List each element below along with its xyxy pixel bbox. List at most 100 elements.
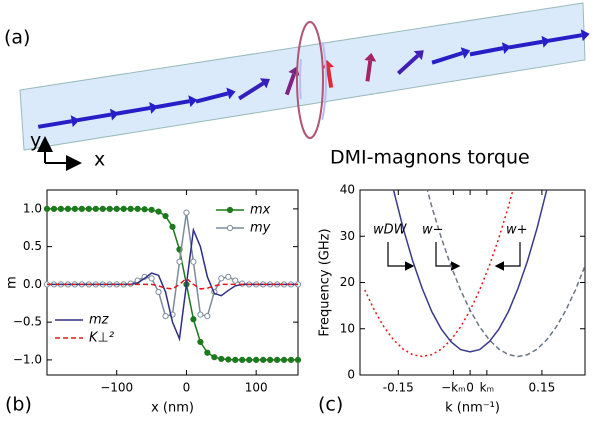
data-point <box>211 354 218 361</box>
data-point <box>197 338 204 346</box>
spin-head <box>364 52 377 62</box>
spin-shaft <box>116 105 151 116</box>
film-strip <box>19 2 586 151</box>
data-point <box>183 209 190 216</box>
curve-label: wDW <box>373 223 408 238</box>
torque-ring-front <box>299 23 327 137</box>
data-point <box>253 356 260 363</box>
spin-head <box>460 47 471 59</box>
data-point <box>294 356 302 363</box>
spin-shaft <box>284 73 296 96</box>
x-tick-label: −kₘ <box>441 381 465 395</box>
spin-shaft <box>238 81 265 101</box>
legend-label: K⊥² <box>89 331 114 346</box>
data-point <box>232 277 239 284</box>
data-point <box>106 205 113 212</box>
x-axis-label: k (nm⁻¹) <box>445 401 500 416</box>
y-tick-label: 0.0 <box>23 277 42 291</box>
spin-shaft <box>195 91 229 104</box>
data-point <box>162 313 169 320</box>
panel-label: (a) <box>4 27 30 49</box>
y-tick-label: 0.5 <box>23 239 42 253</box>
legend-label: mx <box>250 203 271 218</box>
data-point <box>148 206 155 213</box>
spin-head <box>580 29 590 42</box>
data-point <box>190 258 197 265</box>
y-tick-label: −1.0 <box>13 352 42 366</box>
data-point <box>71 205 78 212</box>
data-point <box>169 223 176 230</box>
data-point <box>134 205 141 212</box>
data-point <box>232 356 239 363</box>
plot-frame <box>46 189 299 376</box>
curve-label: w− <box>422 223 444 238</box>
curve-label: w+ <box>506 223 528 238</box>
data-point <box>92 205 99 212</box>
y-axis-label: m <box>5 276 20 289</box>
data-point <box>64 205 72 212</box>
spin-shaft <box>326 67 334 88</box>
spin-shaft <box>396 54 420 75</box>
legend-marker <box>226 224 234 232</box>
data-point <box>239 356 246 363</box>
data-point <box>225 356 232 363</box>
data-point <box>99 205 106 212</box>
panel-label: (c) <box>318 394 343 416</box>
spin-chain <box>37 29 590 129</box>
spin-shaft <box>508 39 543 50</box>
x-tick-label: -0.15 <box>383 381 414 395</box>
y-tick-label: 30 <box>340 229 355 243</box>
data-point <box>141 206 148 213</box>
data-point <box>50 205 58 212</box>
x-axis-label: x (nm) <box>151 401 194 416</box>
data-point <box>204 349 211 356</box>
series-line <box>47 227 298 342</box>
series-line <box>47 277 298 290</box>
data-point <box>155 288 162 296</box>
y-tick-label: 1.0 <box>23 201 42 215</box>
pointer-arrow <box>494 242 521 271</box>
y-axis-label: Frequency (GHz) <box>318 228 333 336</box>
x-tick-label: −100 <box>100 381 133 395</box>
data-point <box>197 311 204 318</box>
x-tick-label: 0 <box>183 381 191 395</box>
series-line <box>426 190 585 358</box>
spin-head <box>259 78 270 89</box>
y-tick-label: 40 <box>340 183 355 197</box>
y-tick-label: 0 <box>347 368 355 382</box>
spin-head <box>149 102 159 114</box>
spin-shaft <box>155 99 190 110</box>
axis-label: y <box>30 130 41 152</box>
spin-shaft <box>365 60 373 82</box>
data-point <box>162 212 169 220</box>
spin-head <box>109 108 119 121</box>
data-point <box>287 356 295 363</box>
data-point <box>204 313 211 320</box>
data-point <box>280 356 288 363</box>
legend-marker <box>226 206 234 214</box>
plot-frame <box>359 189 586 376</box>
data-point <box>78 205 85 212</box>
data-point <box>148 275 155 282</box>
data-point <box>273 356 281 363</box>
pointer-arrow <box>435 242 461 271</box>
spin-shaft <box>547 33 583 43</box>
series-line <box>392 190 548 353</box>
data-point <box>218 275 225 282</box>
spin-shaft <box>469 46 504 57</box>
y-tick-label: 20 <box>340 275 355 289</box>
x-tick-label: 0 <box>466 381 474 395</box>
data-point <box>218 355 225 363</box>
axis-label: x <box>94 149 105 171</box>
spin-head <box>188 95 198 108</box>
spin-head <box>226 87 236 100</box>
data-point <box>190 316 197 323</box>
data-point <box>246 356 253 363</box>
data-point <box>85 205 92 212</box>
legend-label: mz <box>89 313 110 328</box>
data-point <box>120 205 127 212</box>
x-tick-label: 0.15 <box>529 381 556 395</box>
spin-head <box>501 42 511 54</box>
